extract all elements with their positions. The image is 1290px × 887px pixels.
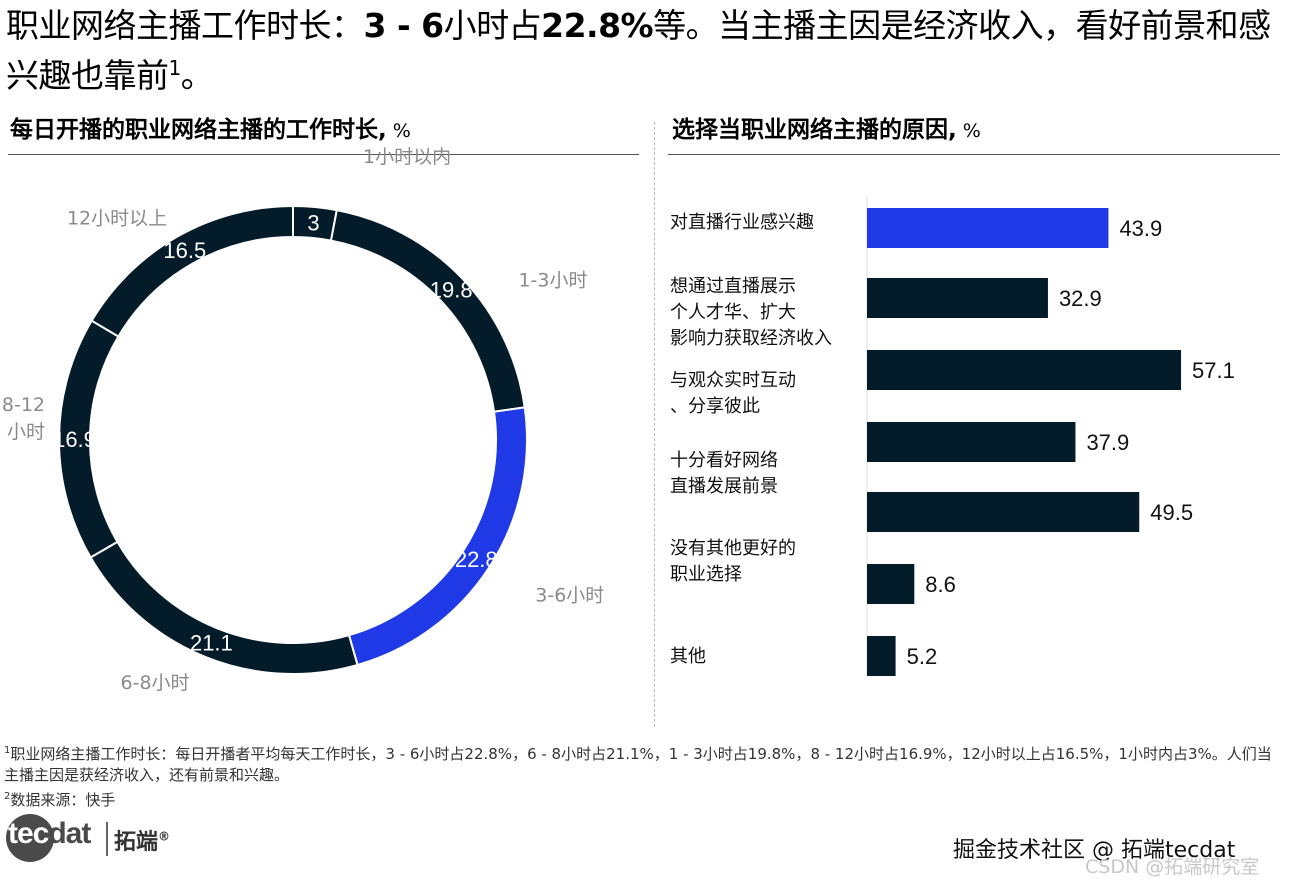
page-title: 职业网络主播工作时长：3 - 6小时占22.8%等。当主播主因是经济收入，看好前… <box>6 4 1281 97</box>
slice-category-label: 1-3小时 <box>518 270 587 292</box>
donut-chart: 3 1小时以内 19.8 1-3小时 22.8 3-6小时 21.16-8小时 16.9 8-1… <box>2 146 604 694</box>
right-title-rule <box>668 154 1280 155</box>
footnotes: 1职业网络主播工作时长：每日开播者平均每天工作时长，3 - 6小时占22.8%，… <box>4 740 1286 811</box>
bar-category-line: 十分看好网络 <box>670 450 778 471</box>
logo-cn-text: 拓端 <box>114 830 159 855</box>
slice-value-label: 19.8 <box>430 277 473 302</box>
footnote-1-mark: 1 <box>4 745 11 756</box>
bar-category-line: 个人才华、扩大 <box>670 302 796 323</box>
bar-category-line: 影响力获取经济收入 <box>670 328 832 349</box>
slice-category-label: 3-6小时 <box>535 584 604 606</box>
bar-category-label: 十分看好网络直播发展前景 <box>670 450 778 497</box>
slice-value-label: 22.8 <box>455 547 498 572</box>
bar-chart: 43.932.957.137.949.58.65.2对直播行业感兴趣想通过直播展… <box>670 196 1235 676</box>
right-chart-title-text: 选择当职业网络主播的原因, <box>672 117 957 143</box>
bar <box>867 422 1076 462</box>
bar <box>867 636 896 676</box>
bar <box>867 492 1140 532</box>
donut-slice <box>90 204 294 338</box>
logo-text-part: tec <box>8 817 49 850</box>
bar-value-label: 37.9 <box>1086 430 1129 455</box>
title-part: 等。当主播主因是经济收入，看好前景和感兴趣也靠前 <box>6 6 1271 95</box>
bar-category-label: 对直播行业感兴趣 <box>670 212 814 233</box>
left-chart-title-unit: % <box>386 120 411 142</box>
logo-circle <box>6 814 54 862</box>
title-part: 3 - 6 <box>363 6 445 45</box>
bar-category-line: 想通过直播展示 <box>670 276 796 297</box>
logo-separator <box>106 822 108 856</box>
bar-category-line: 、分享彼此 <box>670 396 760 417</box>
bar-value-label: 43.9 <box>1119 216 1162 241</box>
footnote-2-text: 数据来源：快手 <box>10 791 116 809</box>
slice-category-label: 6-8小时 <box>121 672 190 694</box>
footnote-2: 2数据来源：快手 <box>4 786 1286 811</box>
left-chart-title-text: 每日开播的职业网络主播的工作时长, <box>10 117 387 143</box>
bar-category-line: 没有其他更好的 <box>670 538 796 559</box>
donut-slice <box>347 406 528 667</box>
left-title-rule <box>8 154 639 155</box>
slice-category-label: 8-12 <box>2 394 45 416</box>
title-part: 占 <box>508 6 542 45</box>
slice-value-label: 16.9 <box>53 427 96 452</box>
logo-text: tecdat <box>8 817 91 851</box>
watermark-juejin: 掘金技术社区 @ 拓端tecdat <box>953 838 1236 863</box>
logo-registered-mark: ® <box>158 829 171 844</box>
logo-text-part: dat <box>48 817 91 850</box>
slice-category-label: 1小时以内 <box>363 146 451 168</box>
title-footnote-mark: 1 <box>168 56 182 80</box>
bar <box>867 350 1182 390</box>
title-part: 小时 <box>443 6 510 45</box>
bar-value-label: 32.9 <box>1059 286 1102 311</box>
slice-value-label: 3 <box>307 210 319 235</box>
bar-category-label: 想通过直播展示个人才华、扩大影响力获取经济收入 <box>670 276 832 349</box>
bar <box>867 208 1109 248</box>
bar-value-label: 57.1 <box>1192 358 1235 383</box>
slice-category-label: 12小时以上 <box>67 208 167 230</box>
footnote-2-mark: 2 <box>4 791 11 802</box>
slice-value-label: 16.5 <box>163 238 206 263</box>
bar-category-label: 其他 <box>670 646 706 667</box>
title-part: 。 <box>180 56 214 95</box>
bar-category-line: 对直播行业感兴趣 <box>670 212 814 233</box>
title-part: 22.8% <box>541 6 654 45</box>
bar-value-label: 49.5 <box>1150 500 1193 525</box>
bar <box>867 278 1048 318</box>
panel-divider <box>654 122 655 727</box>
logo-cn: 拓端® <box>114 824 170 856</box>
right-chart-title: 选择当职业网络主播的原因, % <box>672 114 981 147</box>
bar-category-line: 其他 <box>670 646 706 667</box>
left-chart-title: 每日开播的职业网络主播的工作时长, % <box>10 114 411 147</box>
bar <box>867 564 915 604</box>
bar-category-line: 直播发展前景 <box>670 476 778 497</box>
footnote-1: 1职业网络主播工作时长：每日开播者平均每天工作时长，3 - 6小时占22.8%，… <box>4 740 1286 786</box>
bar-value-label: 5.2 <box>907 644 938 669</box>
slice-value-label: 21.1 <box>190 631 233 656</box>
slice-category-label: 小时 <box>7 421 45 443</box>
bar-category-label: 没有其他更好的职业选择 <box>670 538 796 585</box>
title-part: 职业网络主播工作时长： <box>6 6 364 45</box>
bar-category-line: 职业选择 <box>670 564 742 585</box>
footnote-1-text: 职业网络主播工作时长：每日开播者平均每天工作时长，3 - 6小时占22.8%，6… <box>4 745 1272 784</box>
bar-value-label: 8.6 <box>925 572 956 597</box>
donut-slice <box>329 208 526 413</box>
watermark-csdn: CSDN @拓端研究室 <box>1085 856 1260 878</box>
bar-category-line: 与观众实时互动 <box>670 370 796 391</box>
right-chart-title-unit: % <box>956 120 981 142</box>
bar-category-label: 与观众实时互动、分享彼此 <box>670 370 796 417</box>
